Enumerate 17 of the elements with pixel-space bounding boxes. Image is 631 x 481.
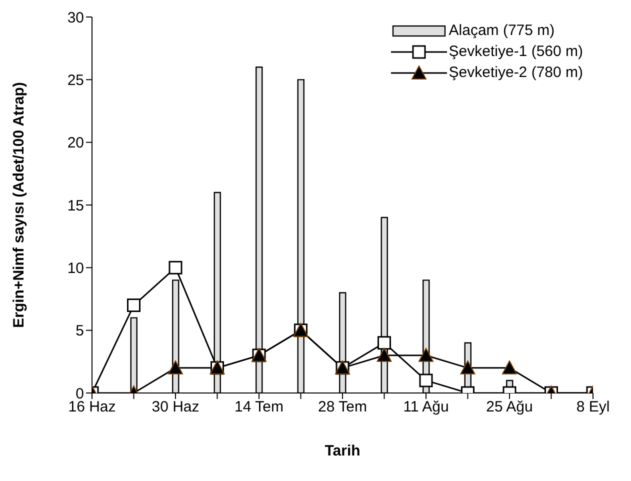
y-tick-label: 20 (67, 134, 84, 152)
x-tick-label: 11 Ağu (403, 398, 449, 416)
x-tick-label: 30 Haz (152, 398, 200, 416)
y-tick-label: 15 (67, 197, 84, 214)
legend-label: Alaçam (775 m) (448, 22, 555, 39)
x-tick-label: 8 Eyl (576, 398, 610, 416)
legend-label: Şevketiye-1 (560 m) (448, 43, 583, 60)
y-tick-label: 25 (67, 72, 84, 89)
x-tick-label: 25 Ağu (486, 398, 533, 416)
x-tick-label: 28 Tem (318, 398, 367, 416)
x-axis-title: Tarih (324, 442, 360, 460)
y-tick-label: 5 (76, 322, 84, 340)
x-tick-label: 14 Tem (234, 398, 284, 416)
y-axis-title: Ergin+Nimf sayısı (Adet/100 Atrap) (10, 82, 28, 328)
y-tick-label: 10 (67, 260, 84, 277)
legend-label: Şevketiye-2 (780 m) (448, 64, 583, 81)
y-tick-label: 30 (67, 9, 84, 26)
